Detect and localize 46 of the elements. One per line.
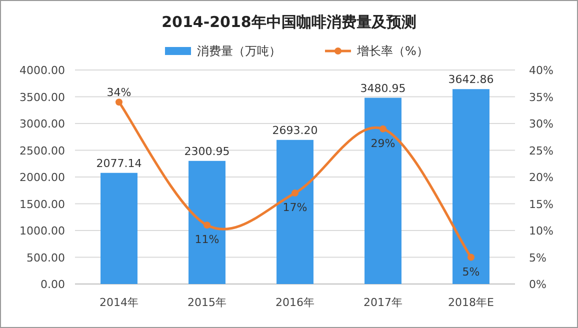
data-label: 2693.20 xyxy=(272,124,318,137)
bar xyxy=(100,172,138,284)
data-label: 3642.86 xyxy=(448,73,494,86)
y2-tick-label: 15% xyxy=(529,198,554,211)
data-label: 11% xyxy=(194,233,220,246)
point xyxy=(116,98,122,106)
point xyxy=(292,190,298,197)
y-tick-label: 3500.00 xyxy=(20,90,65,104)
y2-tick-label: 30% xyxy=(529,118,554,130)
data-label: 5% xyxy=(462,265,480,278)
point xyxy=(204,222,210,229)
data-label: 29% xyxy=(370,136,396,150)
y-tick-label: 2500.00 xyxy=(20,144,65,158)
y2-tick-label: 5% xyxy=(529,251,546,264)
data-label: 2077.14 xyxy=(96,156,142,170)
x-tick-label: 2016年 xyxy=(276,296,314,309)
y2-tick-label: 0% xyxy=(529,278,546,291)
point xyxy=(380,125,386,132)
point xyxy=(468,254,474,261)
bar xyxy=(188,160,226,284)
y-tick-label: 0.00 xyxy=(40,278,65,291)
y2-tick-label: 25% xyxy=(529,144,554,158)
y2-tick-label: 35% xyxy=(529,90,554,104)
bar xyxy=(364,98,402,284)
legend-label: 增长率（%） xyxy=(356,44,428,58)
data-label: 2300.95 xyxy=(184,144,230,158)
y-tick-label: 500.00 xyxy=(26,251,65,264)
bar xyxy=(276,140,314,284)
y-tick-label: 3000.00 xyxy=(20,118,65,130)
y-tick-label: 2000.00 xyxy=(20,171,65,184)
x-tick-label: 2017年 xyxy=(364,296,402,309)
y2-tick-label: 20% xyxy=(529,171,554,184)
data-label: 34% xyxy=(106,86,132,100)
legend-label: 消费量（万吨） xyxy=(197,44,281,58)
data-label: 3480.95 xyxy=(360,82,406,95)
x-tick-label: 2014年 xyxy=(100,296,138,309)
chart-title: 2014-2018年中国咖啡消费量及预测 xyxy=(162,13,416,31)
y-tick-label: 4000.00 xyxy=(20,64,65,77)
y-tick-label: 1000.00 xyxy=(20,224,65,238)
data-label: 17% xyxy=(282,201,308,214)
y2-tick-label: 40% xyxy=(529,64,554,77)
bar xyxy=(452,89,490,284)
y-tick-label: 1500.00 xyxy=(20,198,65,211)
y2-tick-label: 10% xyxy=(529,224,554,238)
x-tick-label: 2015年 xyxy=(188,296,226,309)
x-tick-label: 2018年E xyxy=(448,296,494,309)
